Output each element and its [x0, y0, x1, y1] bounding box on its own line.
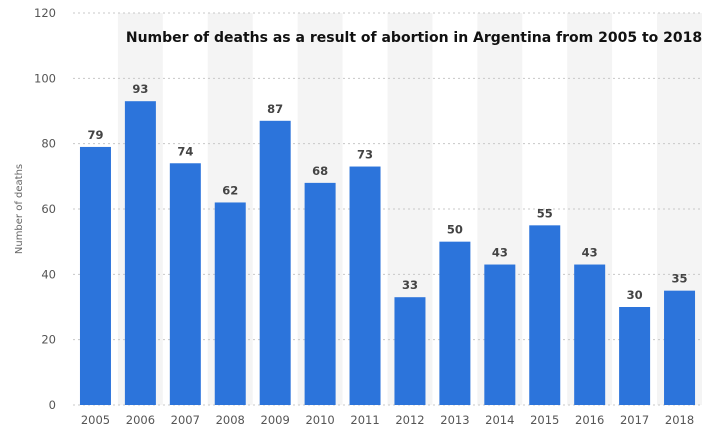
bar-2008[interactable]: [214, 202, 246, 405]
value-label-2005: 79: [87, 128, 103, 142]
y-axis-ticks: 0 20 40 60 80 100 120: [34, 6, 56, 412]
y-axis-label: Number of deaths: [14, 164, 25, 254]
value-label-2018: 35: [672, 272, 688, 286]
x-tick-label: 2008: [216, 413, 245, 427]
bar-2009[interactable]: [259, 120, 291, 406]
value-label-2012: 33: [402, 278, 418, 292]
bars: [79, 101, 696, 406]
x-tick-label: 2018: [665, 413, 694, 427]
x-tick-label: 2009: [261, 413, 290, 427]
x-tick-label: 2014: [485, 413, 514, 427]
y-tick-label: 80: [41, 137, 56, 151]
x-tick-label: 2013: [440, 413, 469, 427]
value-label-2009: 87: [267, 102, 283, 116]
bar-2018[interactable]: [664, 290, 696, 405]
y-tick-label: 40: [41, 267, 56, 281]
y-tick-label: 100: [34, 71, 56, 85]
x-tick-label: 2015: [530, 413, 559, 427]
bar-2011[interactable]: [349, 166, 381, 405]
x-tick-label: 2007: [171, 413, 200, 427]
x-tick-label: 2011: [350, 413, 379, 427]
value-label-2010: 68: [312, 164, 328, 178]
value-label-2006: 93: [132, 82, 148, 96]
y-tick-label: 60: [41, 202, 56, 216]
x-tick-label: 2017: [620, 413, 649, 427]
bar-2005[interactable]: [79, 146, 111, 405]
value-label-2015: 55: [537, 206, 553, 220]
bar-2012[interactable]: [394, 297, 426, 405]
bar-2006[interactable]: [124, 101, 156, 405]
bar-2010[interactable]: [304, 182, 336, 405]
bar-2013[interactable]: [439, 241, 471, 405]
x-tick-label: 2016: [575, 413, 604, 427]
y-tick-label: 120: [34, 6, 56, 20]
bar-2015[interactable]: [529, 225, 561, 405]
x-tick-label: 2005: [81, 413, 110, 427]
bar-2016[interactable]: [574, 264, 606, 405]
bar-2014[interactable]: [484, 264, 516, 405]
value-label-2007: 74: [177, 144, 193, 158]
value-label-2017: 30: [627, 288, 643, 302]
x-tick-label: 2006: [126, 413, 155, 427]
value-label-2013: 50: [447, 223, 463, 237]
bar-2007[interactable]: [169, 163, 201, 405]
value-label-2014: 43: [492, 246, 508, 260]
value-labels: 79 93 74 62 87 68 73 33 50 43 55 43 30 35: [87, 82, 687, 302]
x-axis-ticks: 2005 2006 2007 2008 2009 2010 2011 2012 2013 2014…: [81, 413, 694, 427]
y-tick-label: 0: [49, 398, 56, 412]
bar-2017[interactable]: [619, 307, 651, 405]
y-tick-label: 20: [41, 333, 56, 347]
value-label-2016: 43: [582, 246, 598, 260]
value-label-2011: 73: [357, 148, 373, 162]
x-tick-label: 2012: [395, 413, 424, 427]
chart-title: Number of deaths as a result of abortion…: [126, 30, 702, 46]
value-label-2008: 62: [222, 183, 238, 197]
x-tick-label: 2010: [305, 413, 334, 427]
